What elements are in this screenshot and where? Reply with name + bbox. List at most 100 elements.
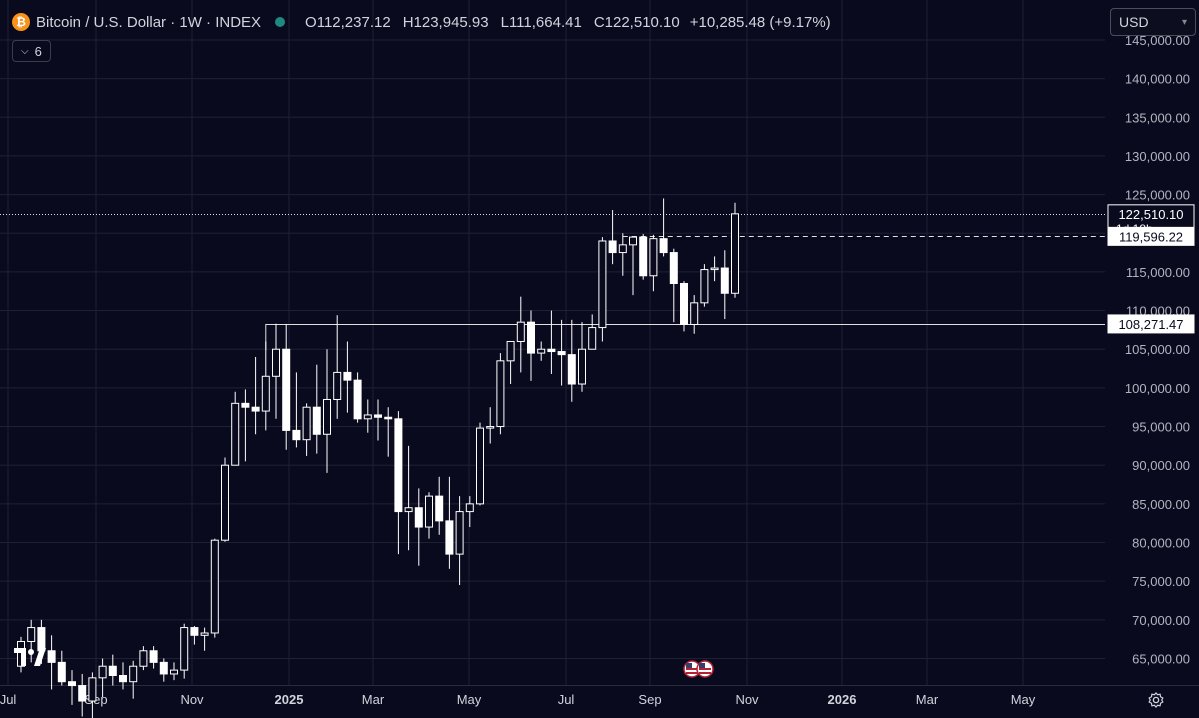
candle-body	[731, 213, 739, 294]
candle	[547, 310, 556, 374]
bitcoin-icon: ₿	[12, 13, 30, 31]
candle	[88, 672, 97, 718]
candle	[180, 623, 189, 679]
close-label: C	[593, 13, 605, 31]
price-axis-label: 85,000.00	[1132, 497, 1190, 512]
candle	[578, 322, 586, 392]
candle	[353, 372, 362, 423]
price-axis-label: 70,000.00	[1132, 613, 1190, 628]
close-value: 122,510.10	[604, 13, 680, 31]
candle-body	[119, 675, 127, 683]
settings-gear-icon[interactable]	[1145, 689, 1167, 711]
price-label-value: 122,510.10	[1118, 207, 1183, 222]
candle-body	[139, 650, 148, 667]
price-axis-label: 75,000.00	[1132, 574, 1190, 589]
currency-select[interactable]: USD ▾	[1110, 8, 1196, 36]
candle	[312, 364, 321, 454]
candle	[323, 349, 331, 473]
candle	[282, 323, 291, 450]
candle	[476, 422, 484, 506]
candle	[527, 310, 535, 381]
candle	[57, 650, 66, 686]
candle-body	[241, 402, 250, 408]
candle-body	[496, 360, 505, 428]
candle	[700, 264, 709, 307]
candle-body	[108, 665, 117, 677]
candle-body	[567, 354, 576, 385]
candle-body	[547, 348, 556, 353]
candle-body	[557, 351, 566, 356]
candle	[608, 210, 617, 265]
change-value: +10,285.48 (+9.17%)	[689, 13, 831, 31]
candle	[139, 646, 148, 671]
indicators-toggle[interactable]: ⌵ 6	[12, 40, 51, 62]
event-marker-stripe	[699, 672, 711, 674]
candle-body	[516, 321, 525, 342]
candle-body	[404, 507, 413, 513]
candle	[210, 538, 219, 638]
candle	[231, 391, 240, 466]
price-axis-label: 90,000.00	[1132, 458, 1190, 473]
candle	[445, 476, 454, 569]
candle-body	[27, 627, 36, 642]
candle	[374, 399, 382, 441]
candle	[78, 673, 87, 717]
candle-body	[608, 240, 617, 254]
candle	[425, 492, 433, 539]
price-label-value: 108,271.47	[1118, 317, 1183, 332]
event-marker-stripe	[686, 668, 698, 670]
candle	[516, 296, 525, 373]
candle	[68, 670, 76, 705]
price-axis-label: 65,000.00	[1132, 652, 1190, 667]
candle-body	[98, 665, 107, 679]
time-axis-label: May	[457, 692, 482, 707]
candle-body	[57, 661, 66, 683]
candle	[272, 323, 280, 419]
time-axis-label: Sep	[638, 692, 661, 707]
candle	[302, 403, 311, 456]
candle-body	[292, 429, 301, 441]
high-value: 123,945.93	[413, 13, 489, 31]
candle-body	[323, 398, 331, 435]
price-axis-label: 135,000.00	[1125, 110, 1190, 125]
candle	[394, 411, 403, 555]
symbol-title[interactable]: Bitcoin / U.S. Dollar · 1W · INDEX	[36, 13, 262, 31]
candle-body	[455, 511, 464, 555]
candle-body	[343, 371, 352, 381]
candle-body	[363, 414, 372, 420]
candle	[506, 340, 515, 385]
candle-body	[445, 520, 454, 555]
candle-body	[720, 267, 729, 294]
indicators-count: 6	[34, 43, 42, 59]
candle-body	[88, 677, 97, 702]
price-label-dashed: 119,596.22	[1107, 226, 1195, 246]
time-axis-label: Nov	[180, 692, 204, 707]
candle	[486, 407, 495, 444]
candle	[261, 341, 270, 431]
candle-body	[333, 371, 342, 400]
candle	[639, 234, 648, 280]
price-axis-label: 140,000.00	[1125, 72, 1190, 87]
candle-body	[200, 632, 209, 636]
candle	[119, 662, 127, 690]
candle	[241, 389, 250, 462]
open-label: O	[305, 13, 317, 31]
candle-body	[710, 267, 719, 271]
candle	[588, 314, 597, 350]
candle	[363, 399, 372, 433]
candle	[649, 234, 658, 292]
candle-body	[639, 236, 648, 277]
candle-body	[231, 402, 240, 466]
open-value: 112,237.12	[316, 13, 391, 31]
candle	[414, 488, 423, 566]
candle-body	[649, 238, 658, 277]
candle-body	[221, 464, 229, 541]
currency-value: USD	[1119, 14, 1149, 30]
candle-body	[251, 406, 260, 412]
price-label-solid: 108,271.47	[1107, 314, 1195, 334]
candle	[190, 626, 199, 645]
candle-body	[302, 406, 311, 441]
